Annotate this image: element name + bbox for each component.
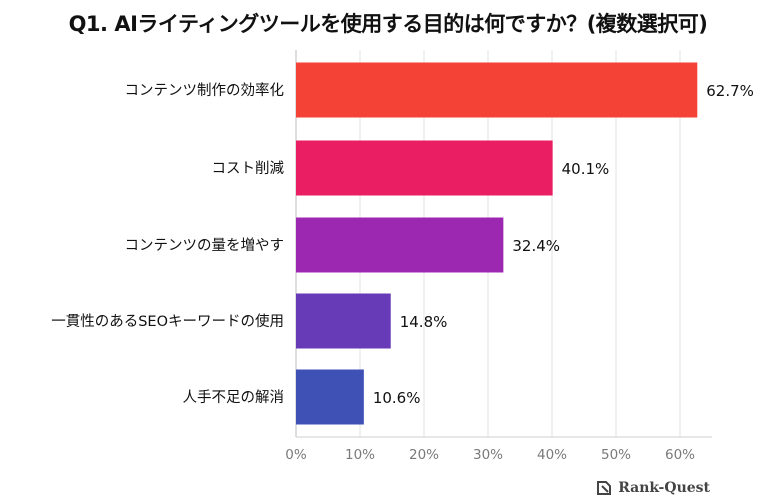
x-tick-label: 0% [285,447,307,463]
x-tick-label: 10% [345,447,375,463]
x-tick-label: 20% [409,447,439,463]
chart-title: Q1. AIライティングツールを使用する目的は何ですか？(複数選択可) [68,12,708,36]
value-label: 40.1% [562,160,610,178]
category-label: コスト削減 [212,160,285,177]
bars [296,62,698,425]
category-label: コンテンツの量を増やす [125,237,285,254]
brand-name: Rank-Quest [618,480,710,496]
bar [296,140,553,196]
rank-quest-logo-icon [597,481,612,495]
category-label: 一貫性のあるSEOキーワードの使用 [51,313,284,330]
bar [296,217,504,273]
bar [296,62,698,118]
category-label: コンテンツ制作の効率化 [125,82,285,99]
brand-logo: Rank-Quest [596,480,710,496]
value-label: 14.8% [400,313,448,331]
x-tick-label: 30% [473,447,503,463]
labels: 0% 10% 20% 30% 40% 50% 60% コンテンツ制作の効率化 62.7% コスト削… [51,82,754,463]
value-label: 62.7% [706,82,754,100]
x-tick-label: 40% [537,447,567,463]
x-tick-label: 60% [665,447,695,463]
bar [296,369,364,425]
x-tick-label: 50% [601,447,631,463]
bar [296,293,391,349]
category-label: 人手不足の解消 [183,389,285,406]
value-label: 32.4% [512,237,560,255]
value-label: 10.6% [373,389,421,407]
